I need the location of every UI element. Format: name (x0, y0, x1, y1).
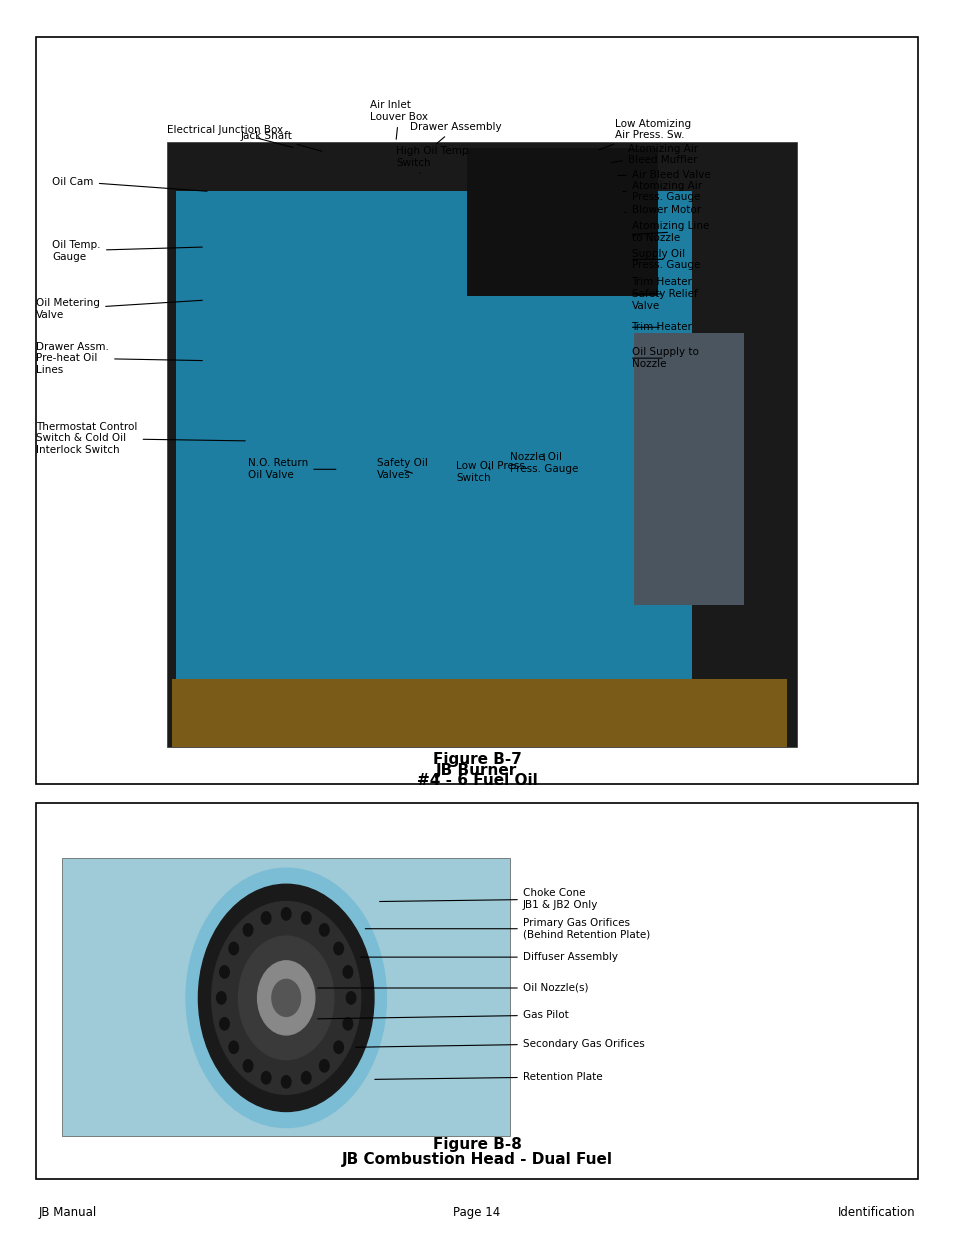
Circle shape (243, 1060, 253, 1072)
Text: High Oil Temp.
Switch: High Oil Temp. Switch (395, 146, 471, 173)
Text: Jack Shaft: Jack Shaft (240, 131, 321, 151)
FancyBboxPatch shape (634, 333, 743, 605)
Text: Retention Plate: Retention Plate (375, 1072, 601, 1082)
Circle shape (261, 911, 271, 924)
Text: Oil Nozzle(s): Oil Nozzle(s) (317, 983, 588, 993)
Text: Oil Cam: Oil Cam (52, 177, 207, 191)
Text: Drawer Assm.
Pre-heat Oil
Lines: Drawer Assm. Pre-heat Oil Lines (36, 342, 202, 374)
Text: Figure B-8: Figure B-8 (432, 1137, 521, 1152)
FancyBboxPatch shape (36, 803, 917, 1179)
Circle shape (319, 924, 329, 936)
Text: Figure B-7: Figure B-7 (432, 752, 521, 767)
Circle shape (272, 979, 300, 1016)
Text: Atomizing Air
Press. Gauge: Atomizing Air Press. Gauge (622, 180, 701, 203)
Text: Trim Heater: Trim Heater (631, 322, 692, 332)
Circle shape (334, 1041, 343, 1053)
Text: #4 - 6 Fuel Oil: #4 - 6 Fuel Oil (416, 773, 537, 788)
Text: Identification: Identification (838, 1207, 915, 1219)
Circle shape (257, 961, 314, 1035)
Text: Safety Oil
Valves: Safety Oil Valves (376, 458, 427, 480)
FancyBboxPatch shape (176, 191, 691, 704)
Text: Page 14: Page 14 (453, 1207, 500, 1219)
FancyBboxPatch shape (62, 858, 510, 1136)
Text: Air Bleed Valve: Air Bleed Valve (618, 170, 710, 180)
Circle shape (281, 1076, 291, 1088)
Text: Primary Gas Orifices
(Behind Retention Plate): Primary Gas Orifices (Behind Retention P… (365, 918, 649, 940)
Text: Trim Heater
Safety Relief
Valve: Trim Heater Safety Relief Valve (631, 278, 697, 310)
Circle shape (319, 1060, 329, 1072)
Circle shape (346, 992, 355, 1004)
Circle shape (219, 1018, 229, 1030)
Text: JB Burner: JB Burner (436, 763, 517, 778)
Text: Oil Metering
Valve: Oil Metering Valve (36, 298, 202, 320)
Text: Nozzle Oil
Press. Gauge: Nozzle Oil Press. Gauge (510, 452, 578, 474)
Text: Blower Motor: Blower Motor (624, 205, 700, 215)
Text: Secondary Gas Orifices: Secondary Gas Orifices (355, 1039, 644, 1049)
Circle shape (229, 1041, 238, 1053)
Text: Oil Temp.
Gauge: Oil Temp. Gauge (52, 240, 202, 262)
Circle shape (334, 942, 343, 955)
Text: Atomizing Line
to Nozzle: Atomizing Line to Nozzle (631, 221, 708, 243)
Text: Atomizing Air
Bleed Muffler: Atomizing Air Bleed Muffler (611, 143, 698, 165)
Text: Thermostat Control
Switch & Cold Oil
Interlock Switch: Thermostat Control Switch & Cold Oil Int… (36, 422, 245, 454)
Text: Drawer Assembly: Drawer Assembly (410, 122, 501, 144)
Circle shape (301, 1072, 311, 1084)
FancyBboxPatch shape (167, 142, 796, 747)
Circle shape (301, 911, 311, 924)
Circle shape (229, 942, 238, 955)
Text: Supply Oil
Press. Gauge: Supply Oil Press. Gauge (631, 248, 700, 270)
Circle shape (198, 884, 374, 1112)
Circle shape (212, 902, 360, 1094)
Circle shape (216, 992, 226, 1004)
FancyBboxPatch shape (467, 148, 658, 296)
Text: Air Inlet
Louver Box: Air Inlet Louver Box (370, 100, 428, 140)
Text: Gas Pilot: Gas Pilot (317, 1010, 568, 1020)
Circle shape (343, 1018, 353, 1030)
Text: JB Manual: JB Manual (38, 1207, 96, 1219)
FancyBboxPatch shape (36, 37, 917, 784)
Text: Low Oil Press.
Switch: Low Oil Press. Switch (456, 461, 528, 483)
Text: JB Combustion Head - Dual Fuel: JB Combustion Head - Dual Fuel (341, 1152, 612, 1167)
Text: Low Atomizing
Air Press. Sw.: Low Atomizing Air Press. Sw. (598, 119, 691, 149)
Circle shape (219, 966, 229, 978)
Text: Diffuser Assembly: Diffuser Assembly (360, 952, 618, 962)
Circle shape (186, 868, 386, 1128)
FancyBboxPatch shape (172, 679, 786, 747)
Circle shape (261, 1072, 271, 1084)
Circle shape (238, 936, 334, 1060)
Circle shape (243, 924, 253, 936)
Circle shape (281, 908, 291, 920)
Text: Choke Cone
JB1 & JB2 Only: Choke Cone JB1 & JB2 Only (379, 888, 598, 910)
Circle shape (343, 966, 353, 978)
Text: Oil Supply to
Nozzle: Oil Supply to Nozzle (631, 347, 698, 369)
Text: Electrical Junction Box: Electrical Junction Box (167, 125, 293, 147)
Text: N.O. Return
Oil Valve: N.O. Return Oil Valve (248, 458, 335, 480)
